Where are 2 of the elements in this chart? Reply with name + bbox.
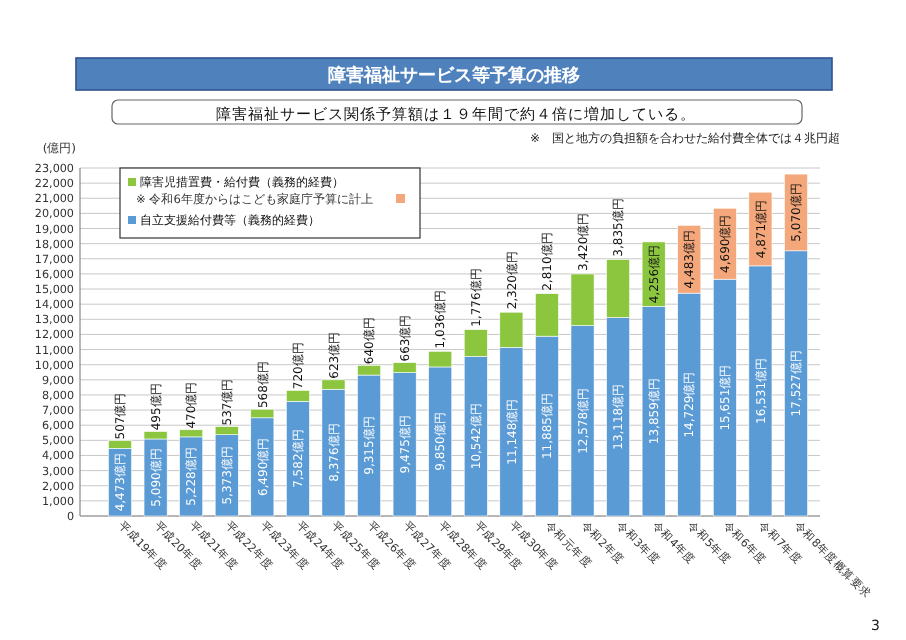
bar: [250, 417, 275, 517]
chart-title: 障害福祉サービス等予算の推移: [328, 65, 580, 87]
